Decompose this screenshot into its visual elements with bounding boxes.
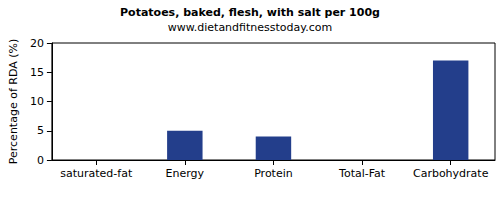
svg-text:Protein: Protein	[254, 167, 293, 180]
svg-text:www.dietandfitnesstoday.com: www.dietandfitnesstoday.com	[168, 21, 332, 34]
svg-text:15: 15	[30, 66, 44, 79]
svg-text:Carbohydrate: Carbohydrate	[413, 167, 489, 180]
svg-text:Percentage of RDA (%): Percentage of RDA (%)	[7, 39, 20, 164]
svg-text:Potatoes, baked, flesh, with s: Potatoes, baked, flesh, with salt per 10…	[120, 6, 380, 19]
svg-text:Energy: Energy	[166, 167, 205, 180]
svg-text:20: 20	[30, 37, 44, 50]
svg-text:0: 0	[37, 154, 44, 167]
svg-text:5: 5	[37, 124, 44, 137]
svg-text:10: 10	[30, 95, 44, 108]
svg-text:Total-Fat: Total-Fat	[338, 167, 386, 180]
svg-text:saturated-fat: saturated-fat	[60, 167, 133, 180]
